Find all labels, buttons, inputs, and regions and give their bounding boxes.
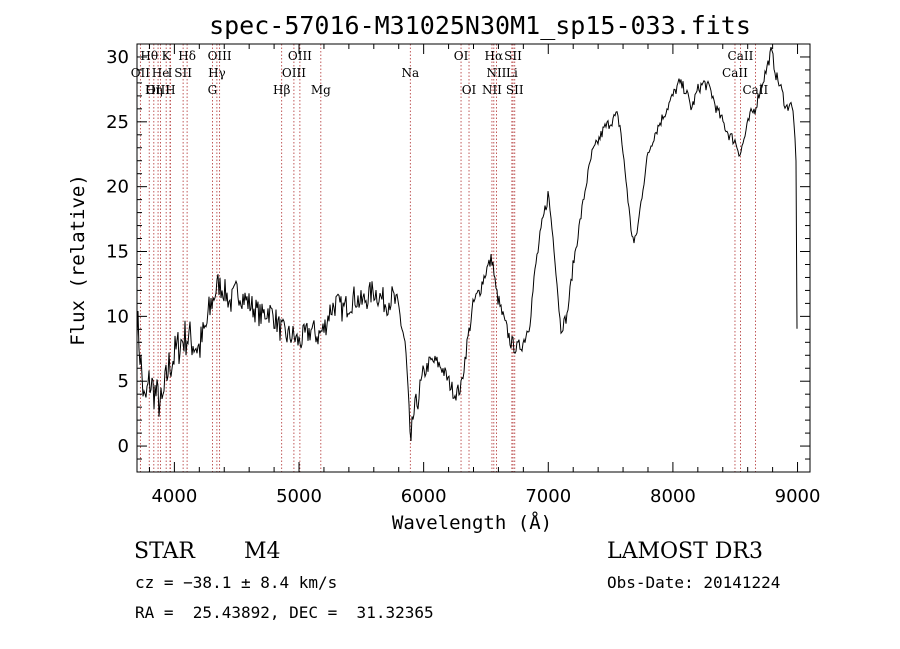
line-label: Hα (485, 49, 504, 63)
survey-name: LAMOST DR3 (607, 539, 763, 564)
line-label: G (208, 83, 218, 97)
line-label: CaII (742, 83, 768, 97)
x-axis-label: Wavelength (Å) (392, 511, 552, 534)
line-label: Na (401, 66, 419, 80)
chart-title: spec-57016-M31025N30M1_sp15-033.fits (209, 11, 751, 40)
y-axis-ticks: 0 5 10 15 20 25 30 (106, 43, 810, 460)
line-label: Hθ (140, 49, 158, 63)
object-class: STAR (134, 539, 195, 564)
line-label: OIII (208, 49, 232, 63)
y-tick-label: 0 (118, 436, 129, 457)
line-label: OIII (288, 49, 312, 63)
line-label: CaII (728, 49, 754, 63)
x-tick-label: 8000 (650, 486, 696, 507)
plot-frame (136, 43, 811, 473)
y-axis-label: Flux (relative) (67, 174, 89, 346)
line-label: SII (506, 83, 524, 97)
y-tick-label: 25 (106, 112, 129, 133)
y-tick-label: 15 (106, 242, 129, 263)
object-subclass: M4 (244, 539, 281, 564)
line-label: OIII (146, 83, 170, 97)
line-label: SII (504, 49, 522, 63)
y-tick-label: 10 (106, 306, 129, 327)
line-label: Hγ (208, 66, 226, 80)
line-label: CaII (722, 66, 748, 80)
observation-date: Obs-Date: 20141224 (607, 573, 781, 592)
line-label: Hδ (178, 49, 196, 63)
y-tick-label: 5 (118, 371, 129, 392)
line-label: NII (482, 83, 502, 97)
line-label: Hη (145, 83, 163, 97)
line-label: SII (174, 66, 192, 80)
x-tick-label: 6000 (401, 486, 447, 507)
x-tick-label: 7000 (525, 486, 571, 507)
line-label: K (162, 49, 172, 63)
line-label: OI (462, 83, 477, 97)
x-tick-label: 4000 (151, 486, 197, 507)
x-axis-ticks: 4000 5000 6000 7000 8000 9000 (148, 44, 821, 507)
spectral-line-markers (139, 44, 756, 472)
x-tick-label: 9000 (775, 486, 821, 507)
y-tick-label: 30 (106, 47, 129, 68)
line-label: H (165, 83, 175, 97)
line-label: He (152, 66, 170, 80)
line-label: OI (454, 49, 469, 63)
line-label: OIII (282, 66, 306, 80)
line-label: Hβ (273, 83, 290, 97)
coordinates: RA = 25.43892, DEC = 31.32365 (135, 603, 434, 622)
spectrum-line (136, 46, 798, 442)
x-tick-label: 5000 (276, 486, 322, 507)
line-label: I (168, 66, 173, 80)
y-tick-label: 20 (106, 177, 129, 198)
line-label: NII (486, 66, 506, 80)
line-label: Mg (311, 83, 331, 97)
line-label: Li (506, 66, 518, 80)
redshift-cz: cz = −38.1 ± 8.4 km/s (135, 573, 338, 592)
line-label: OII (131, 66, 151, 80)
